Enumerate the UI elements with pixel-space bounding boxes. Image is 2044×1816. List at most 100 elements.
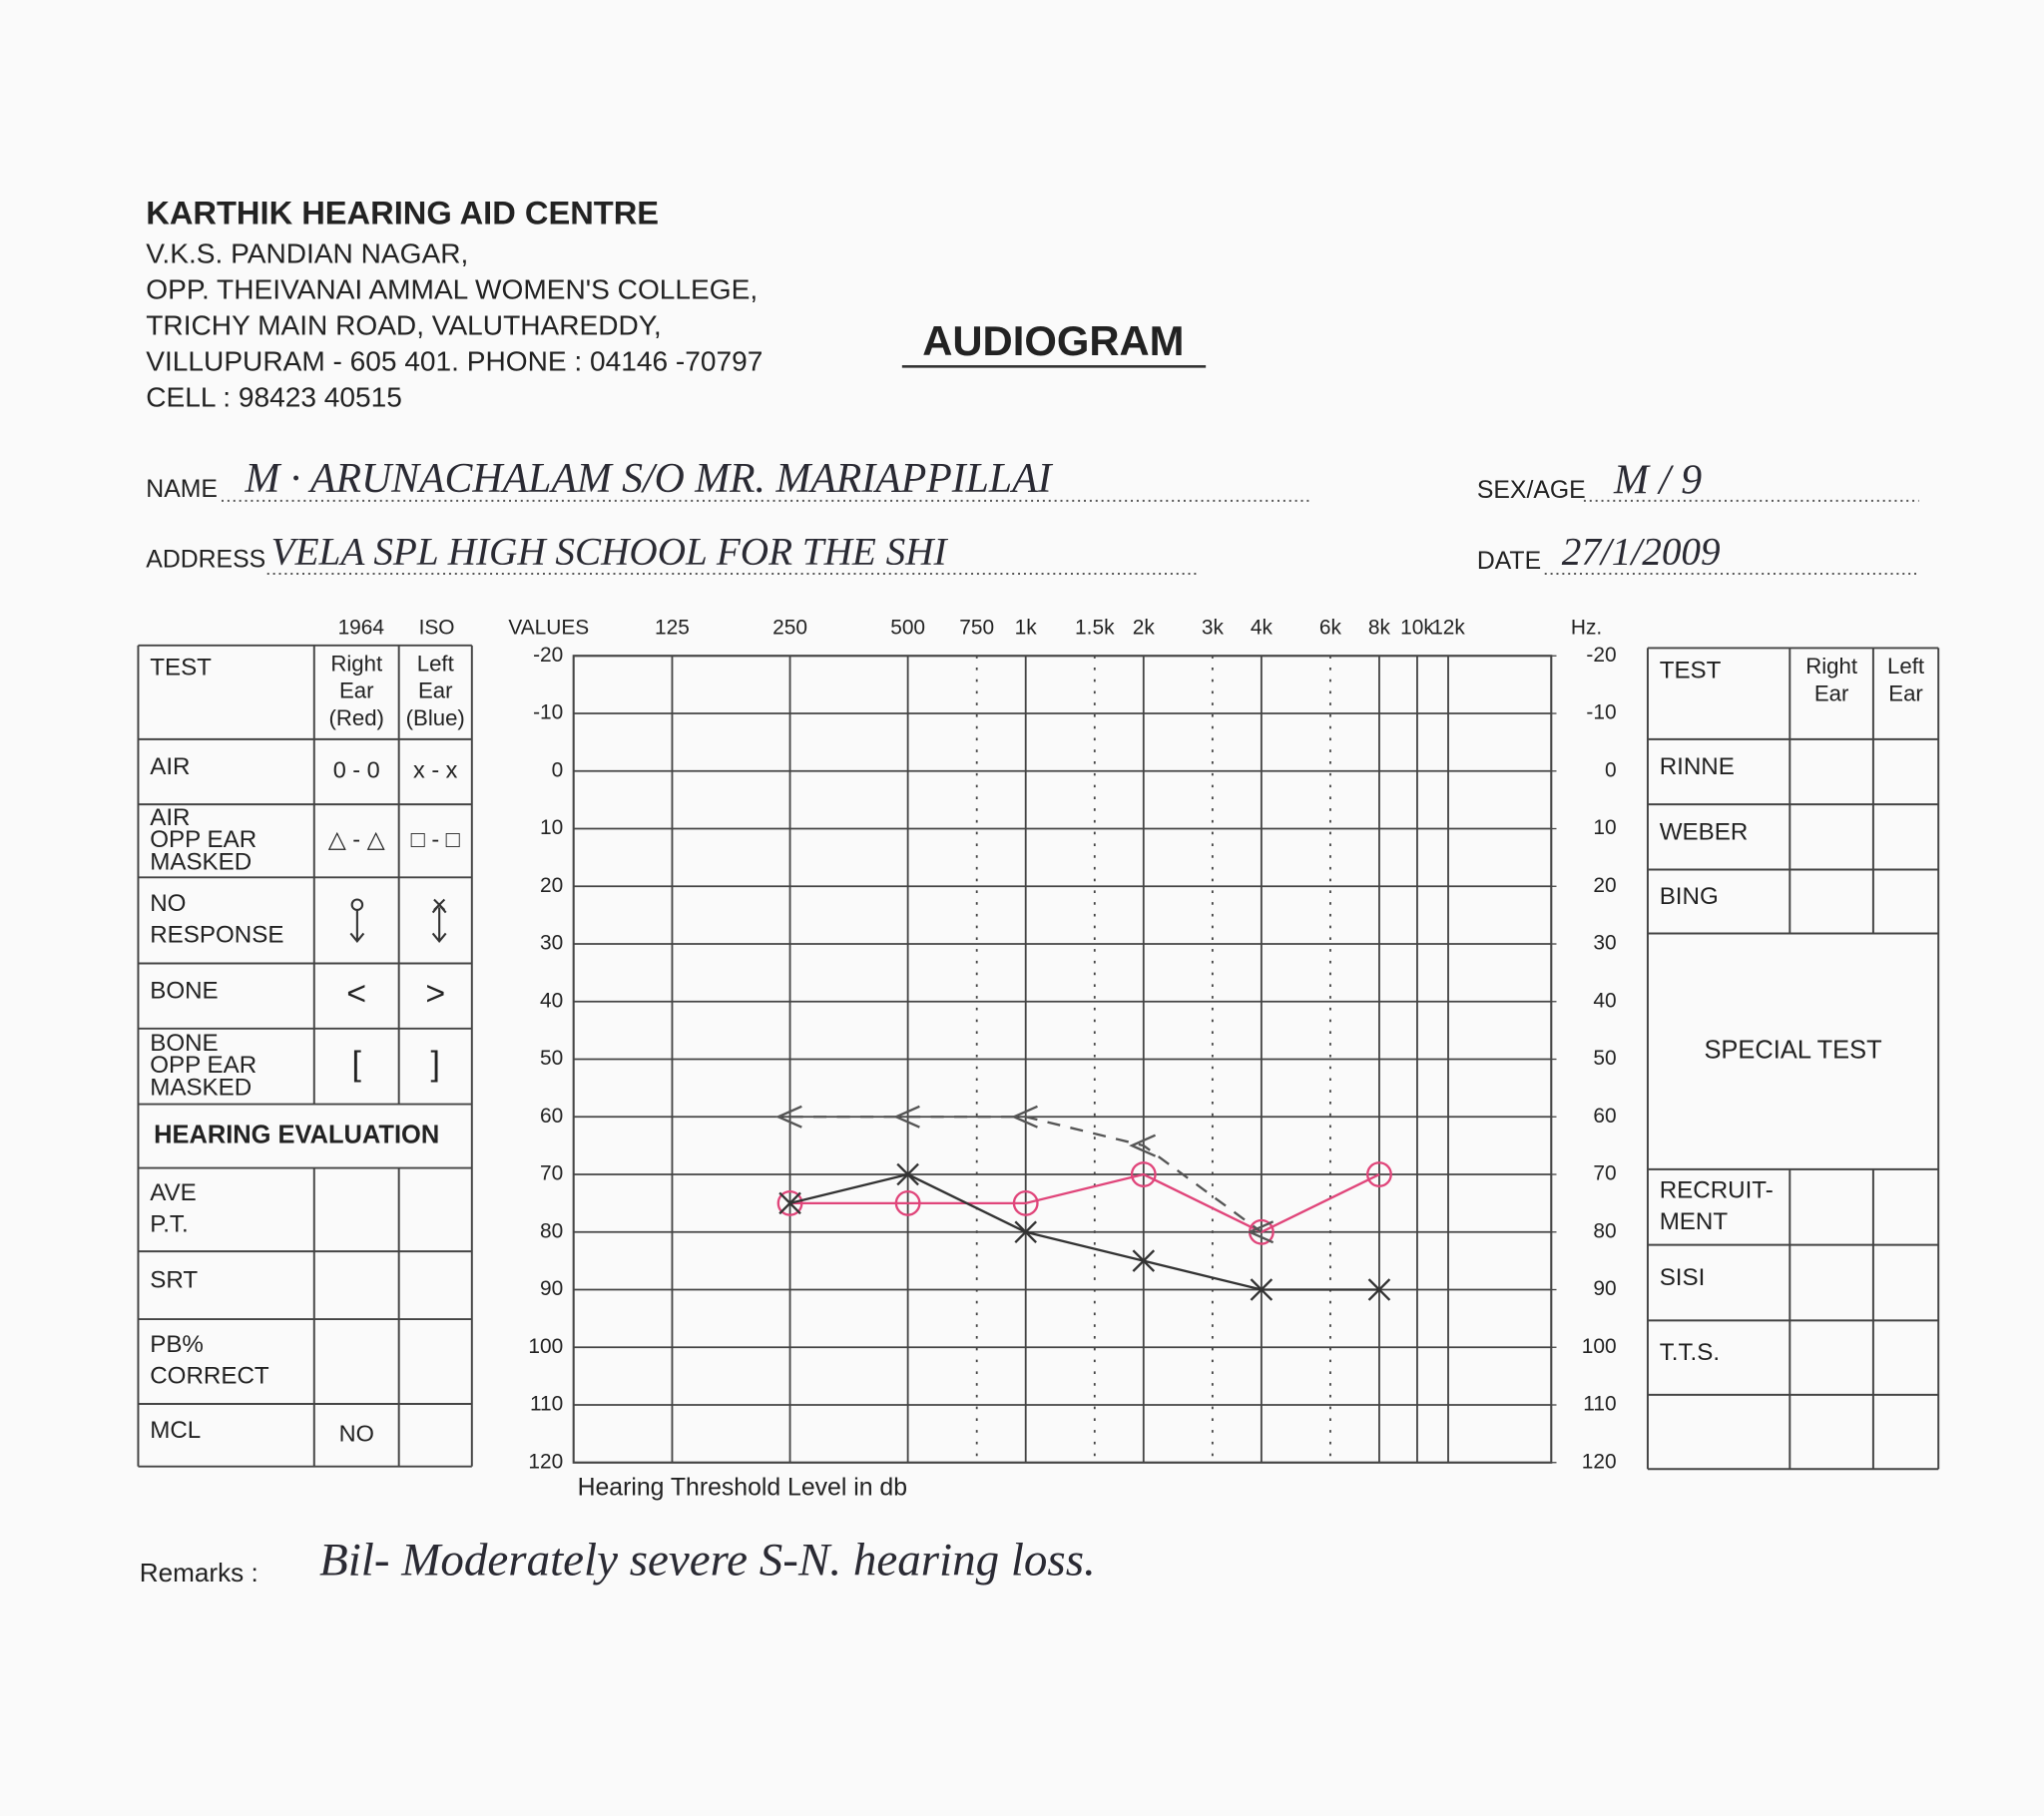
y-tick-label: 30: [540, 932, 563, 955]
ear-heading: Right: [1805, 654, 1857, 679]
test-name: T.T.S.: [1660, 1339, 1720, 1366]
x-tick-label: 1k: [1015, 616, 1038, 639]
clinic-name: KARTHIK HEARING AID CENTRE: [146, 194, 659, 230]
y2-tick-label: 80: [1593, 1219, 1616, 1242]
legend-symbol: □ - □: [411, 826, 460, 852]
data-point: [1011, 1105, 1038, 1129]
data-point: [1012, 1190, 1039, 1216]
section-heading: SPECIAL TEST: [1704, 1036, 1881, 1064]
data-point: [776, 1190, 803, 1216]
document-title: AUDIOGRAM: [922, 317, 1184, 364]
legend-symbol: <: [346, 975, 366, 1013]
legend-symbol: 0 - 0: [333, 757, 380, 783]
legend-symbol: [: [352, 1046, 362, 1084]
x-tick-label: 125: [655, 616, 690, 639]
y2-tick-label: 100: [1582, 1335, 1617, 1358]
test-name: OPP EAR: [150, 826, 256, 853]
test-name: OPP EAR: [150, 1052, 256, 1079]
legend-symbol: NO: [339, 1421, 374, 1447]
y-tick-label: 60: [540, 1105, 563, 1128]
y-tick-label: 110: [530, 1393, 563, 1416]
test-name: SRT: [150, 1267, 198, 1294]
data-point: [1014, 1220, 1037, 1244]
ear-heading: Ear: [1814, 681, 1849, 705]
y2-tick-label: 60: [1593, 1105, 1616, 1128]
ear-heading: Ear: [339, 679, 374, 703]
section-heading: HEARING EVALUATION: [154, 1121, 439, 1148]
legend-symbol: ]: [431, 1046, 440, 1084]
address-line: VILLUPURAM - 605 401. PHONE : 04146 -707…: [146, 345, 763, 376]
field-label: NAME: [146, 476, 218, 503]
ear-heading: Left: [1887, 654, 1924, 679]
y2-tick-label: 20: [1593, 874, 1616, 897]
data-point: [778, 1191, 801, 1215]
test-name: CORRECT: [150, 1363, 269, 1390]
y2-tick-label: -20: [1586, 644, 1616, 667]
y-tick-label: 90: [540, 1277, 563, 1300]
test-name: MENT: [1660, 1208, 1729, 1235]
y-tick-label: 70: [540, 1162, 563, 1185]
series-line: [789, 1172, 1379, 1291]
data-point: [896, 1162, 919, 1186]
x-tick-label: 1.5k: [1075, 616, 1115, 639]
data-point: [1129, 1134, 1157, 1157]
x-tick-label: 2k: [1133, 616, 1156, 639]
test-name: TEST: [150, 655, 212, 681]
test-name: AVE: [150, 1179, 197, 1206]
x-tick-label: 250: [772, 616, 807, 639]
test-name: RINNE: [1660, 753, 1735, 780]
patient-name: M · ARUNACHALAM S/O MR. MARIAPPILLAI: [245, 456, 1054, 502]
test-name: RECRUIT-: [1660, 1176, 1774, 1203]
test-name: SISI: [1660, 1264, 1706, 1291]
y-tick-label: 50: [540, 1047, 563, 1070]
y2-tick-label: 0: [1605, 758, 1617, 781]
data-point: [1132, 1249, 1156, 1272]
x-tick-label: 3k: [1202, 616, 1225, 639]
x-tick-label: 6k: [1319, 616, 1342, 639]
y2-tick-label: 30: [1593, 932, 1616, 955]
test-name: BING: [1660, 883, 1719, 910]
address-line: OPP. THEIVANAI AMMAL WOMEN'S COLLEGE,: [146, 274, 758, 305]
y2-tick-label: 90: [1593, 1277, 1616, 1300]
address-line: TRICHY MAIN ROAD, VALUTHAREDDY,: [146, 310, 661, 341]
y-tick-label: -10: [533, 701, 563, 724]
x-tick-label: 750: [959, 616, 994, 639]
legend-symbol: x - x: [413, 757, 458, 783]
x-tick-label: 500: [890, 616, 925, 639]
test-name: P.T.: [150, 1210, 189, 1237]
test-name: WEBER: [1660, 818, 1749, 845]
test-name: MASKED: [150, 848, 252, 875]
y2-tick-label: 120: [1582, 1450, 1617, 1473]
data-point: [1367, 1278, 1391, 1301]
series-line: [789, 1116, 1263, 1233]
ear-heading: Right: [330, 651, 382, 676]
data-point: [1247, 1220, 1275, 1244]
x-values-label: VALUES: [508, 616, 589, 639]
y-tick-label: 0: [552, 758, 564, 781]
column-note: 1964: [338, 616, 384, 639]
field-label: DATE: [1477, 548, 1541, 575]
x-axis-title: Hearing Threshold Level in db: [578, 1474, 907, 1501]
y-tick-label: 40: [540, 989, 563, 1012]
data-point: [892, 1105, 920, 1129]
test-name: BONE: [150, 978, 218, 1005]
data-point: [1250, 1278, 1274, 1301]
exam-date: 27/1/2009: [1562, 531, 1721, 574]
ear-heading: (Blue): [406, 705, 465, 730]
x-tick-label: 12k: [1431, 616, 1465, 639]
test-name: PB%: [150, 1331, 204, 1358]
y2-tick-label: 40: [1593, 989, 1616, 1012]
legend-symbol: >: [425, 975, 445, 1013]
legend-symbol: △ - △: [328, 826, 386, 852]
y-tick-label: 120: [528, 1450, 563, 1473]
series-line: [789, 1172, 1380, 1234]
remarks-label: Remarks :: [140, 1558, 258, 1588]
patient-sex-age: M / 9: [1613, 457, 1702, 503]
no-response-icons: [349, 898, 447, 943]
data-point: [1366, 1161, 1392, 1187]
test-name: NO: [150, 890, 186, 917]
address-line: CELL : 98423 40515: [146, 381, 402, 412]
test-name: RESPONSE: [150, 921, 283, 948]
